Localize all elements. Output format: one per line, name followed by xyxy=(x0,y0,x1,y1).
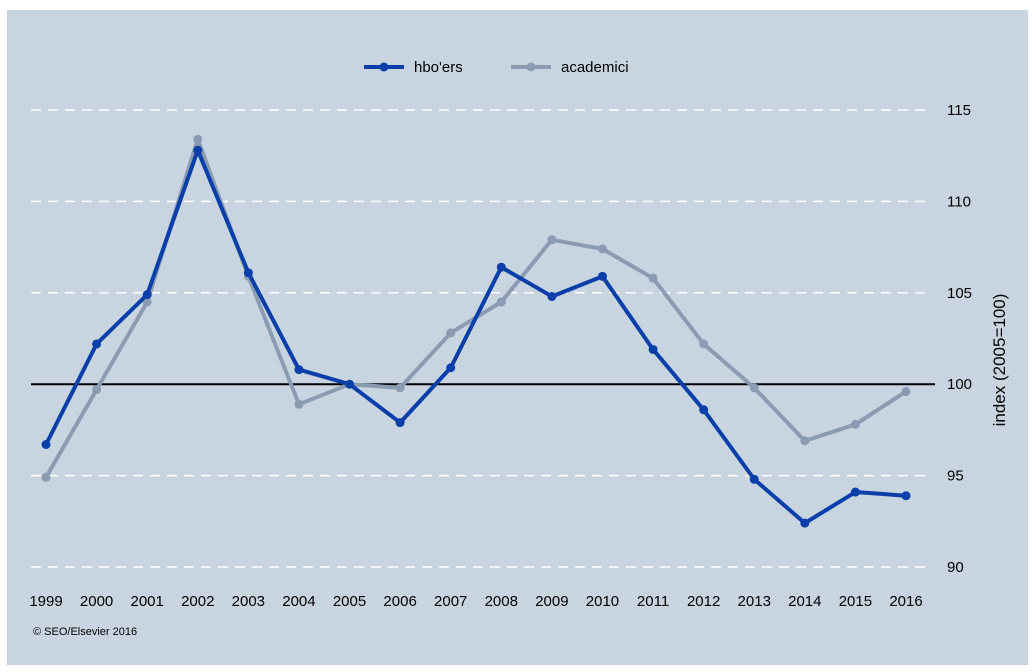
x-tick-labels: 1999 2000 2001 2002 2003 2004 2005 2006 2007 2008… xyxy=(29,593,922,610)
data-point xyxy=(901,387,911,397)
data-point xyxy=(294,365,304,375)
x-tick-label: 2013 xyxy=(738,593,771,610)
data-point xyxy=(597,271,607,281)
y-tick-label: 115 xyxy=(947,102,971,119)
x-tick-label: 2010 xyxy=(586,593,619,610)
data-point xyxy=(597,244,607,254)
series-line-academici xyxy=(44,137,908,480)
x-tick-label: 2015 xyxy=(839,593,872,610)
y-axis-label: index (2005=100) xyxy=(990,294,1009,427)
x-tick-label: 2004 xyxy=(282,593,315,610)
data-point xyxy=(446,363,456,373)
x-tick-label: 2008 xyxy=(485,593,518,610)
data-point xyxy=(496,262,506,272)
y-tick-label: 105 xyxy=(947,285,972,302)
x-tick-label: 2014 xyxy=(788,593,821,610)
copyright-text: © SEO/Elsevier 2016 xyxy=(33,626,137,638)
y-tick-label: 90 xyxy=(947,559,964,576)
data-point xyxy=(395,418,405,428)
data-point xyxy=(142,290,152,300)
data-point xyxy=(395,383,405,393)
x-tick-label: 2012 xyxy=(687,593,720,610)
legend-item: academici xyxy=(511,59,629,76)
x-tick-label: 2011 xyxy=(637,593,669,610)
series-line-hbo-ers xyxy=(44,148,908,526)
legend-swatch-marker xyxy=(526,62,536,72)
data-point xyxy=(41,472,51,482)
data-point xyxy=(193,145,203,155)
data-point xyxy=(294,399,304,409)
data-point xyxy=(749,474,759,484)
data-point xyxy=(800,518,810,528)
x-tick-label: 2007 xyxy=(434,593,467,610)
series-layer xyxy=(41,134,911,528)
data-point xyxy=(547,291,557,301)
data-point xyxy=(850,419,860,429)
series-academici xyxy=(41,134,911,482)
y-tick-labels: 90 95 100 105 110 115 xyxy=(947,102,972,576)
legend-label: hbo'ers xyxy=(414,59,463,76)
legend: hbo'ers academici xyxy=(364,59,629,76)
series-hbo-ers xyxy=(41,145,911,528)
data-point xyxy=(345,379,355,389)
data-point xyxy=(142,297,152,307)
legend-label: academici xyxy=(561,59,629,76)
chart-frame: 90 95 100 105 110 115 1999 2000 2001 2002 2003 200… xyxy=(7,10,1028,665)
data-point xyxy=(850,487,860,497)
legend-item: hbo'ers xyxy=(364,59,463,76)
data-point xyxy=(749,383,759,393)
data-point xyxy=(92,385,102,395)
data-point xyxy=(446,328,456,338)
data-point xyxy=(699,339,709,349)
data-point xyxy=(92,339,102,349)
y-tick-label: 110 xyxy=(947,193,971,210)
line-chart: 90 95 100 105 110 115 1999 2000 2001 2002 2003 200… xyxy=(29,59,1009,638)
data-point xyxy=(648,273,658,283)
x-tick-label: 2002 xyxy=(181,593,214,610)
data-point xyxy=(699,405,709,415)
legend-swatch-marker xyxy=(379,62,389,72)
data-point xyxy=(193,134,203,144)
data-point xyxy=(648,344,658,354)
y-tick-label: 95 xyxy=(947,468,964,485)
data-point xyxy=(41,440,51,450)
x-tick-label: 2001 xyxy=(130,593,163,610)
x-tick-label: 2005 xyxy=(333,593,366,610)
data-point xyxy=(243,268,253,278)
x-tick-label: 1999 xyxy=(29,593,62,610)
y-tick-label: 100 xyxy=(947,376,972,393)
x-tick-label: 2016 xyxy=(889,593,922,610)
data-point xyxy=(496,297,506,307)
x-tick-label: 2000 xyxy=(80,593,113,610)
data-point xyxy=(901,491,911,501)
x-tick-label: 2009 xyxy=(535,593,568,610)
grid-layer xyxy=(31,109,927,568)
x-tick-label: 2006 xyxy=(383,593,416,610)
data-point xyxy=(800,436,810,446)
data-point xyxy=(547,235,557,245)
x-tick-label: 2003 xyxy=(232,593,265,610)
